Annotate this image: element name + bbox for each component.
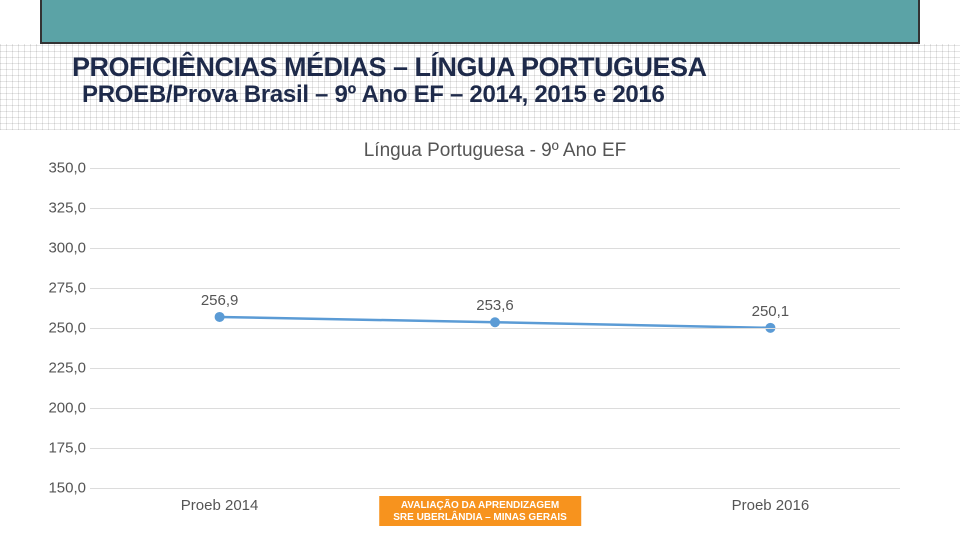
- plot-area: 150,0175,0200,0225,0250,0275,0300,0325,0…: [90, 168, 900, 488]
- x-tick-label: Proeb 2016: [732, 497, 810, 514]
- y-tick-label: 300,0: [36, 240, 86, 257]
- grid-line: [90, 408, 900, 409]
- y-tick-label: 175,0: [36, 440, 86, 457]
- grid-line: [90, 368, 900, 369]
- grid-line: [90, 448, 900, 449]
- grid-line: [90, 248, 900, 249]
- y-tick-label: 250,0: [36, 320, 86, 337]
- grid-line: [90, 168, 900, 169]
- title-sub: PROEB/Prova Brasil – 9º Ano EF – 2014, 2…: [72, 81, 920, 109]
- y-tick-label: 350,0: [36, 160, 86, 177]
- titles-block: PROFICIÊNCIAS MÉDIAS – LÍNGUA PORTUGUESA…: [72, 52, 920, 109]
- grid-line: [90, 208, 900, 209]
- data-point-label: 253,6: [476, 297, 514, 314]
- grid-line: [90, 488, 900, 489]
- grid-line: [90, 328, 900, 329]
- chart-title: Língua Portuguesa - 9º Ano EF: [90, 140, 900, 162]
- y-tick-label: 150,0: [36, 480, 86, 497]
- footer-line2: SRE UBERLÂNDIA – MINAS GERAIS: [393, 512, 567, 524]
- footer-line1: AVALIAÇÃO DA APRENDIZAGEM: [393, 500, 567, 512]
- y-tick-label: 225,0: [36, 360, 86, 377]
- data-point-label: 250,1: [752, 303, 790, 320]
- footer-badge: AVALIAÇÃO DA APRENDIZAGEM SRE UBERLÂNDIA…: [379, 496, 581, 526]
- y-tick-label: 325,0: [36, 200, 86, 217]
- chart-container: Língua Portuguesa - 9º Ano EF 150,0175,0…: [90, 140, 900, 480]
- grid-line: [90, 288, 900, 289]
- data-point-label: 256,9: [201, 292, 239, 309]
- y-tick-label: 200,0: [36, 400, 86, 417]
- x-tick-label: Proeb 2014: [181, 497, 259, 514]
- y-tick-label: 275,0: [36, 280, 86, 297]
- header-accent-bar: [40, 0, 920, 44]
- title-main: PROFICIÊNCIAS MÉDIAS – LÍNGUA PORTUGUESA: [72, 52, 920, 83]
